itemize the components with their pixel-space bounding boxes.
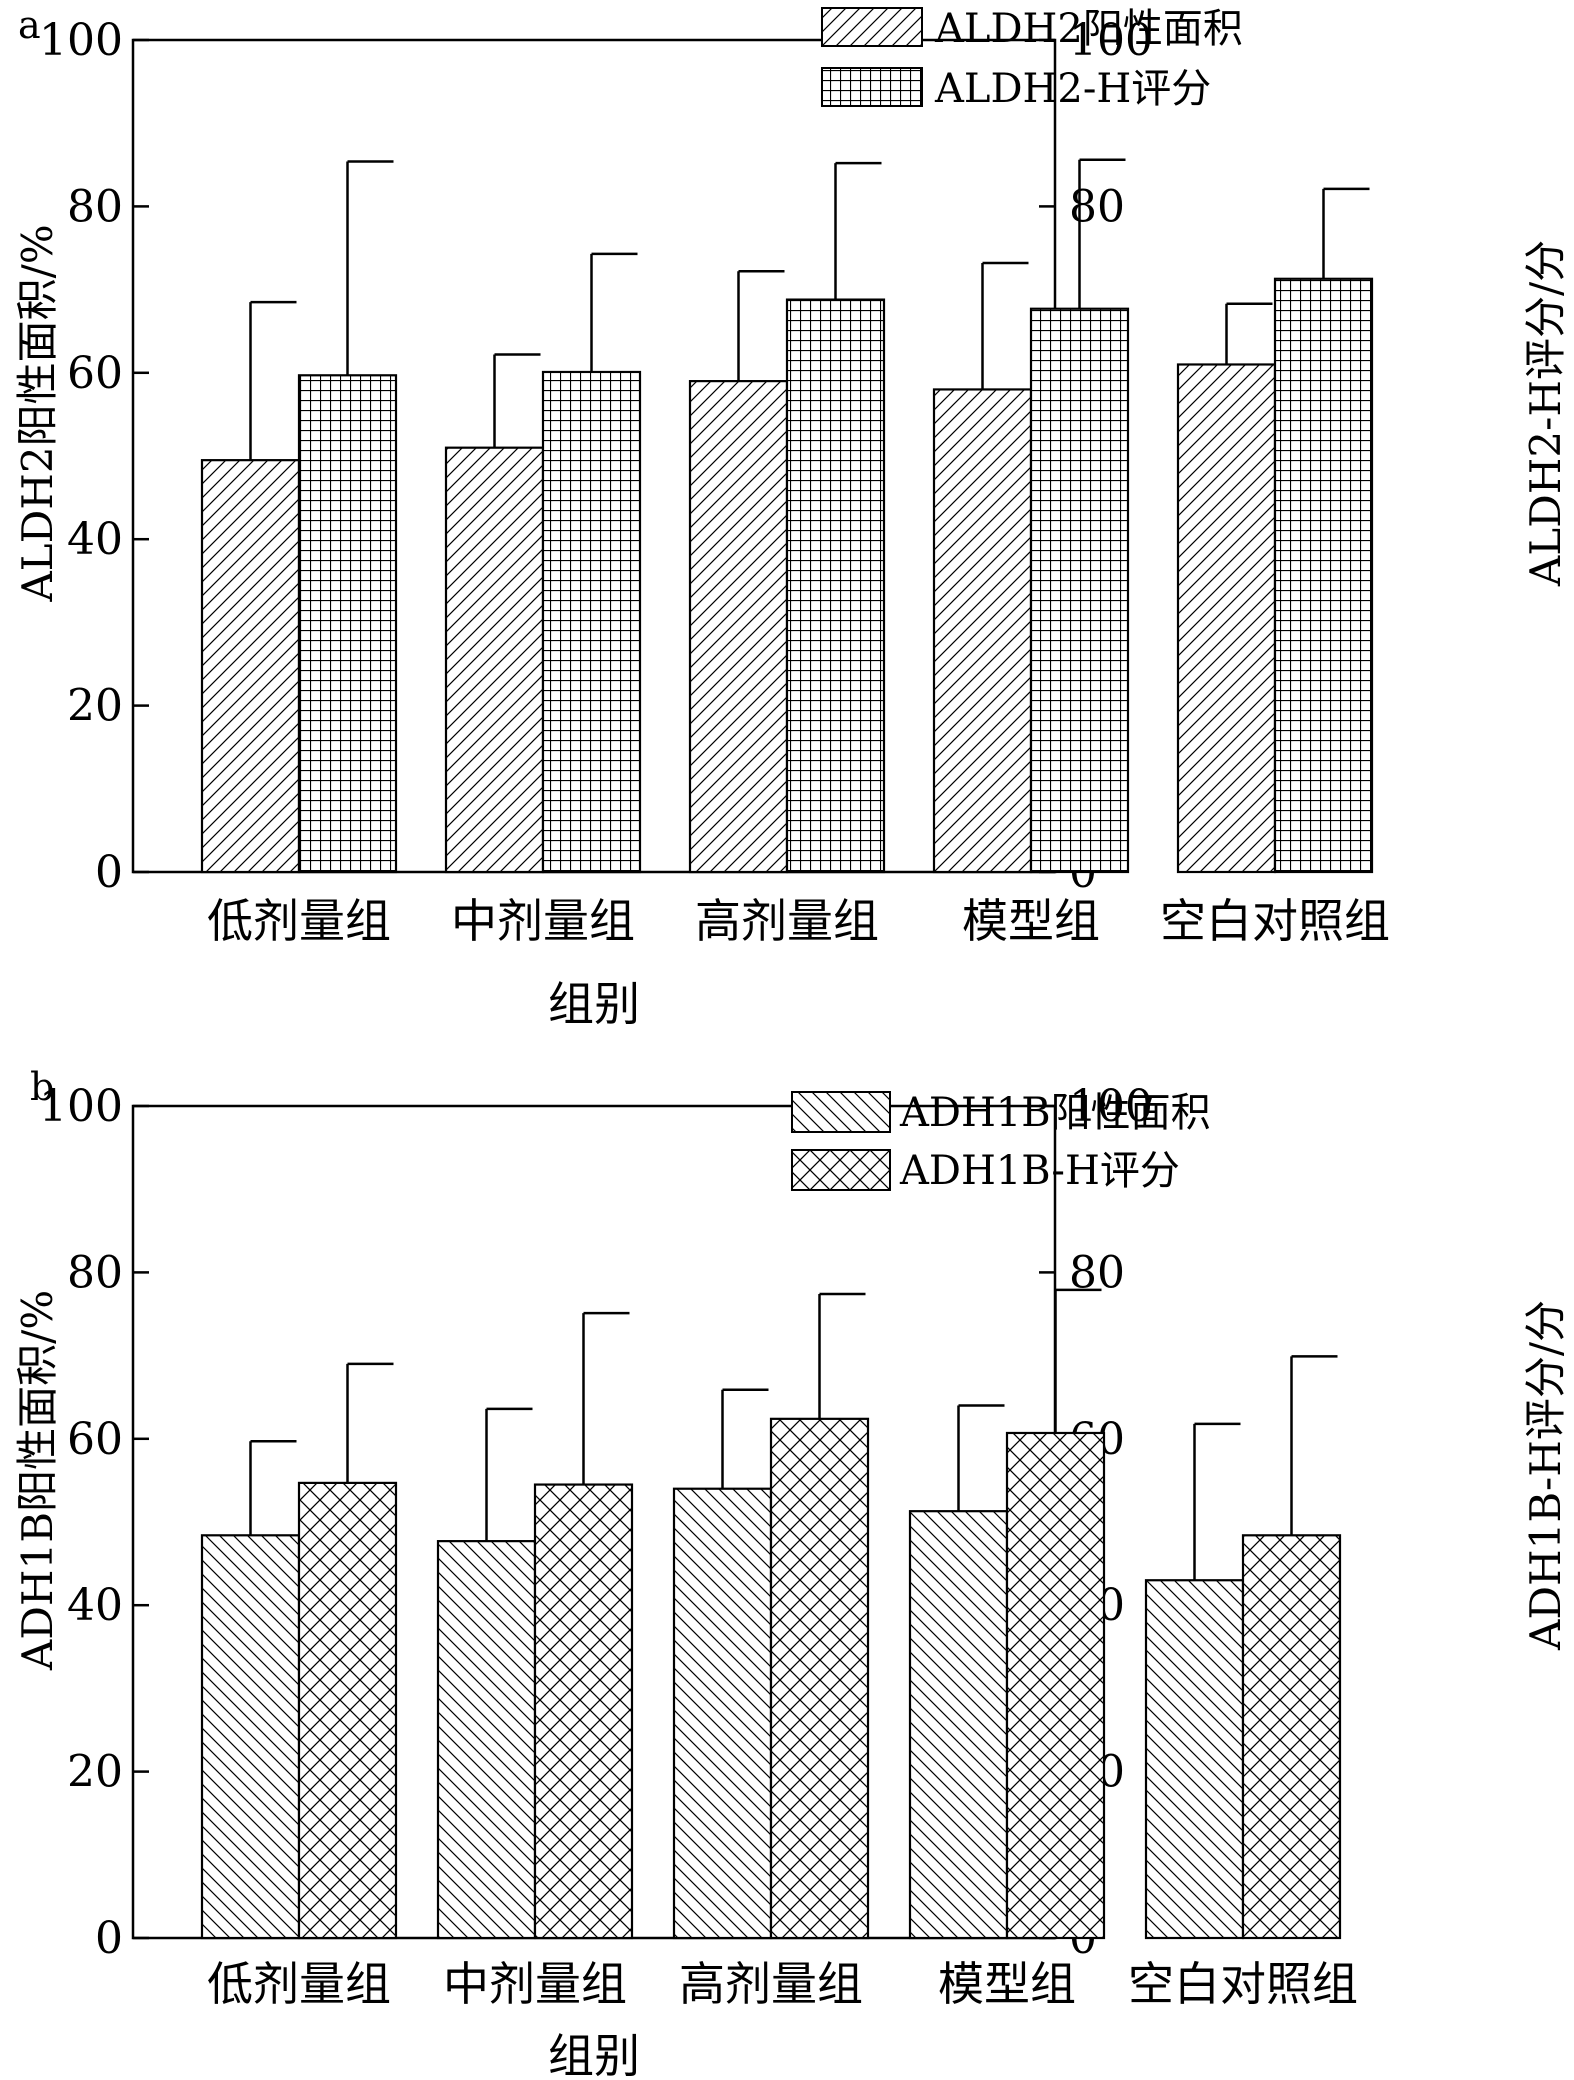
y-tick-label-right: 100	[1069, 1081, 1153, 1132]
bar-2	[297, 1481, 398, 1940]
legend-swatch-series-1	[791, 1091, 891, 1133]
bar-2	[1273, 277, 1374, 874]
y-axis-label-left: ALDH2阳性面积/%	[13, 224, 62, 602]
y-tick-label-left: 100	[39, 15, 123, 66]
x-tick-labels: 低剂量组 中剂量组 高剂量组 模型组 空白对照组	[207, 894, 1390, 948]
y-tick-label-right: 80	[1069, 181, 1125, 232]
y-tick-label-left: 20	[67, 1747, 123, 1798]
bar-2	[297, 374, 398, 874]
bar-1	[436, 1540, 537, 1940]
y-axis-label-left: ADH1B阳性面积/%	[13, 1290, 62, 1671]
bar-2	[769, 1417, 870, 1940]
legend-swatch-series-2	[791, 1149, 891, 1191]
legend-label-series-2: ADH1B-H评分	[899, 1148, 1180, 1194]
bar-2	[785, 298, 886, 874]
bar-2	[1005, 1431, 1106, 1940]
chart-panel-b: b 0 20 40 60 80 100 0 20 40 60 80 100 低剂量组中剂量组高剂量组…	[13, 1065, 1570, 2080]
y-tick-label-left: 60	[67, 348, 123, 399]
bar-1	[1144, 1579, 1245, 1940]
legend-swatch-series-1	[821, 7, 923, 47]
panel-label: b	[30, 1065, 54, 1109]
bars	[200, 277, 1374, 874]
bar-2	[1029, 307, 1130, 874]
bar-1	[932, 388, 1033, 874]
y-tick-label-left: 0	[95, 847, 123, 898]
bar-1	[908, 1510, 1009, 1940]
x-axis-label: 组别	[548, 2029, 640, 2080]
bar-2	[1241, 1534, 1342, 1940]
y-tick-label-left: 40	[67, 1580, 123, 1631]
x-tick-label: 高剂量组	[695, 894, 879, 948]
bar-1	[672, 1487, 773, 1940]
x-tick-label: 空白对照组	[1128, 1957, 1358, 2011]
y-axis-label-right: ADH1B-H评分/分	[1521, 1300, 1570, 1651]
legend: ADH1B阳性面积 ADH1B-H评分	[791, 1090, 1211, 1194]
y-tick-label-left: 60	[67, 1414, 123, 1465]
x-tick-label: 中剂量组	[443, 1957, 627, 2011]
bar-1	[1176, 363, 1277, 874]
legend-label-series-1: ADH1B阳性面积	[899, 1090, 1211, 1136]
panel-label: a	[18, 3, 41, 47]
y-tick-label-left: 40	[67, 514, 123, 565]
y-tick-label-left: 80	[67, 181, 123, 232]
x-tick-label: 高剂量组	[679, 1957, 863, 2011]
y-tick-label-right: 100	[1069, 15, 1153, 66]
bars	[200, 1417, 1342, 1940]
y-axis-label-right: ALDH2-H评分/分	[1521, 240, 1570, 587]
y-tick-label-left: 80	[67, 1247, 123, 1298]
bar-2	[541, 370, 642, 874]
y-tick-label-left: 0	[95, 1913, 123, 1964]
x-tick-label: 低剂量组	[207, 894, 391, 948]
chart-panel-a: a 0 20 40 60 80 100 0 20 40 60 80 100 低剂量组 中剂量组 高剂量组…	[13, 3, 1570, 1031]
x-tick-label: 模型组	[938, 1957, 1076, 2011]
x-tick-labels: 低剂量组 中剂量组 高剂量组 模型组 空白对照组	[207, 1957, 1358, 2011]
y-tick-label-left: 20	[67, 681, 123, 732]
x-tick-label: 空白对照组	[1160, 894, 1390, 948]
y-ticks-left: 0 20 40 60 80 100	[39, 1081, 149, 1964]
bar-1	[200, 459, 301, 874]
error-bars	[249, 158, 1370, 461]
bar-1	[444, 446, 545, 874]
legend-swatch-series-2	[821, 67, 923, 107]
legend-label-series-1: ALDH2阳性面积	[934, 6, 1243, 52]
y-ticks-left: 0 20 40 60 80 100	[39, 15, 149, 898]
legend: ALDH2阳性面积 ALDH2-H评分	[821, 6, 1243, 112]
x-tick-label: 低剂量组	[207, 1957, 391, 2011]
y-tick-label-left: 100	[39, 1081, 123, 1132]
x-tick-label: 模型组	[962, 894, 1100, 948]
bar-1	[200, 1534, 301, 1940]
x-axis-label: 组别	[548, 977, 640, 1031]
x-tick-label: 中剂量组	[451, 894, 635, 948]
legend-label-series-2: ALDH2-H评分	[934, 66, 1211, 112]
error-bars	[249, 1288, 1338, 1581]
bar-2	[533, 1483, 634, 1940]
bar-1	[688, 380, 789, 874]
